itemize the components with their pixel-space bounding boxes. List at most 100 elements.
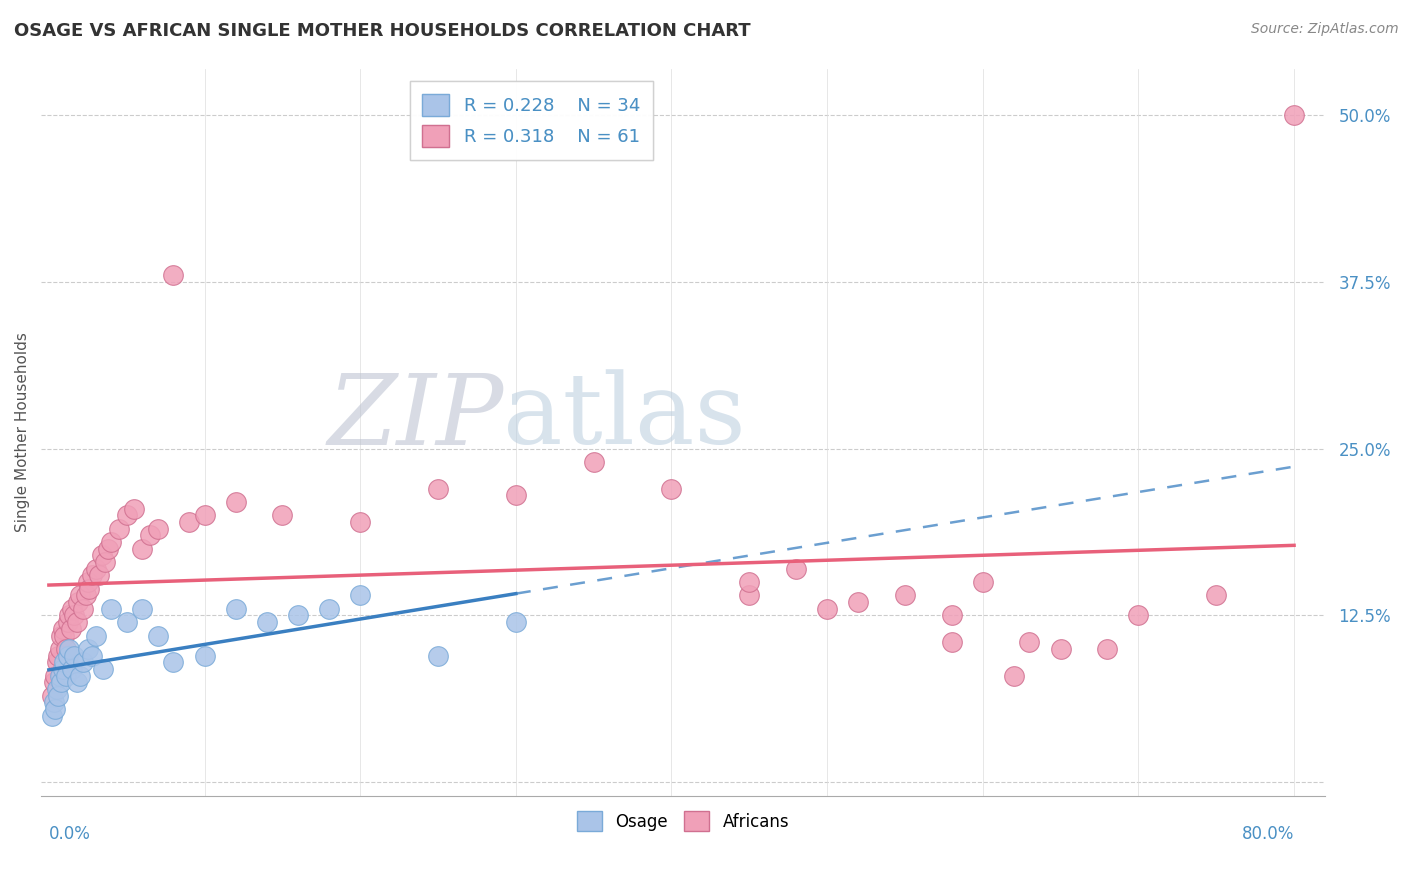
- Point: [69, 668, 91, 682]
- Point: [131, 541, 153, 556]
- Point: [1128, 608, 1150, 623]
- Point: [76, 575, 98, 590]
- Point: [45, 655, 67, 669]
- Point: [45, 681, 67, 696]
- Point: [318, 602, 340, 616]
- Text: 0.0%: 0.0%: [49, 825, 91, 843]
- Point: [60, 602, 83, 616]
- Text: atlas: atlas: [503, 369, 747, 466]
- Point: [53, 628, 76, 642]
- Point: [41, 689, 63, 703]
- Point: [124, 501, 146, 516]
- Point: [53, 655, 76, 669]
- Point: [941, 608, 963, 623]
- Point: [225, 602, 247, 616]
- Point: [1049, 641, 1071, 656]
- Point: [100, 602, 122, 616]
- Point: [785, 562, 807, 576]
- Point: [108, 522, 131, 536]
- Point: [139, 528, 162, 542]
- Point: [93, 662, 115, 676]
- Point: [287, 608, 309, 623]
- Point: [79, 582, 101, 596]
- Point: [72, 655, 94, 669]
- Y-axis label: Single Mother Households: Single Mother Households: [15, 332, 30, 532]
- Point: [56, 615, 79, 629]
- Point: [82, 568, 104, 582]
- Point: [84, 628, 107, 642]
- Point: [661, 482, 683, 496]
- Point: [41, 708, 63, 723]
- Point: [1002, 668, 1025, 682]
- Point: [146, 628, 169, 642]
- Point: [738, 575, 761, 590]
- Point: [49, 641, 72, 656]
- Point: [349, 589, 371, 603]
- Point: [82, 648, 104, 663]
- Point: [271, 508, 294, 523]
- Point: [51, 675, 73, 690]
- Text: Source: ZipAtlas.com: Source: ZipAtlas.com: [1251, 22, 1399, 37]
- Point: [60, 662, 83, 676]
- Point: [846, 595, 869, 609]
- Point: [815, 602, 838, 616]
- Point: [349, 515, 371, 529]
- Legend: R = 0.228    N = 34, R = 0.318    N = 61: R = 0.228 N = 34, R = 0.318 N = 61: [409, 81, 652, 160]
- Point: [894, 589, 917, 603]
- Point: [84, 562, 107, 576]
- Point: [1205, 589, 1227, 603]
- Point: [51, 628, 73, 642]
- Point: [738, 589, 761, 603]
- Point: [427, 482, 450, 496]
- Point: [44, 668, 66, 682]
- Point: [58, 641, 80, 656]
- Point: [162, 655, 184, 669]
- Point: [76, 641, 98, 656]
- Point: [56, 648, 79, 663]
- Point: [44, 702, 66, 716]
- Point: [46, 689, 69, 703]
- Point: [582, 455, 605, 469]
- Point: [131, 602, 153, 616]
- Point: [49, 668, 72, 682]
- Point: [42, 695, 65, 709]
- Point: [193, 648, 215, 663]
- Point: [59, 622, 82, 636]
- Point: [1282, 108, 1305, 122]
- Point: [115, 615, 138, 629]
- Point: [42, 675, 65, 690]
- Point: [505, 488, 527, 502]
- Point: [62, 648, 84, 663]
- Point: [972, 575, 994, 590]
- Text: OSAGE VS AFRICAN SINGLE MOTHER HOUSEHOLDS CORRELATION CHART: OSAGE VS AFRICAN SINGLE MOTHER HOUSEHOLD…: [14, 22, 751, 40]
- Point: [66, 675, 89, 690]
- Point: [256, 615, 278, 629]
- Point: [46, 648, 69, 663]
- Text: 80.0%: 80.0%: [1241, 825, 1294, 843]
- Point: [193, 508, 215, 523]
- Point: [62, 608, 84, 623]
- Point: [87, 568, 110, 582]
- Point: [115, 508, 138, 523]
- Point: [100, 535, 122, 549]
- Text: ZIP: ZIP: [328, 370, 503, 465]
- Point: [52, 622, 75, 636]
- Point: [146, 522, 169, 536]
- Point: [941, 635, 963, 649]
- Point: [69, 589, 91, 603]
- Point: [75, 589, 97, 603]
- Point: [177, 515, 200, 529]
- Point: [427, 648, 450, 663]
- Point: [162, 268, 184, 283]
- Point: [90, 549, 112, 563]
- Point: [94, 555, 117, 569]
- Point: [225, 495, 247, 509]
- Point: [1018, 635, 1040, 649]
- Point: [52, 662, 75, 676]
- Point: [1097, 641, 1119, 656]
- Point: [58, 608, 80, 623]
- Point: [72, 602, 94, 616]
- Point: [97, 541, 120, 556]
- Point: [67, 595, 90, 609]
- Point: [66, 615, 89, 629]
